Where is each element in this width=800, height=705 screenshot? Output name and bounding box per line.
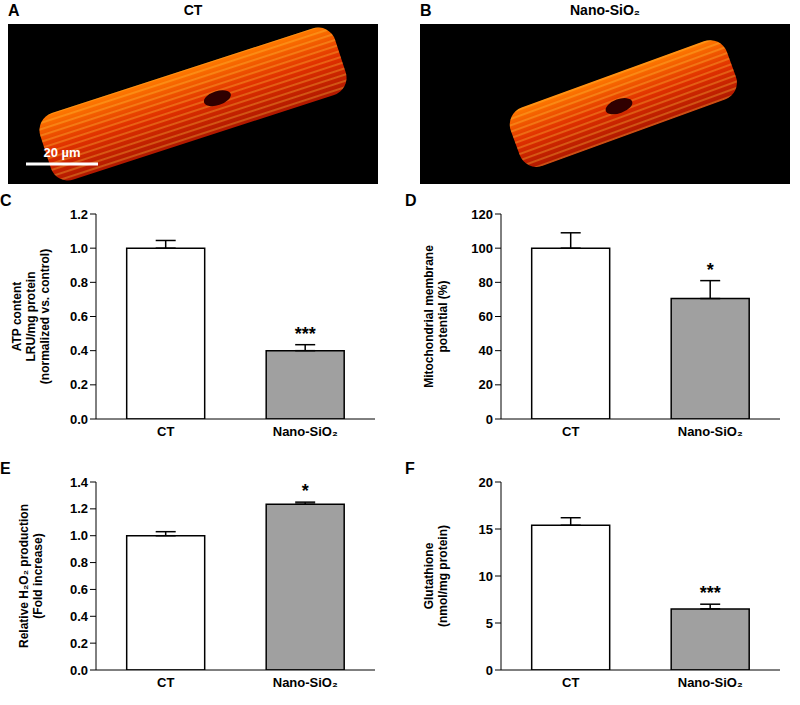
svg-text:0.2: 0.2 bbox=[70, 377, 88, 392]
svg-text:60: 60 bbox=[479, 309, 493, 324]
svg-text:5: 5 bbox=[486, 616, 493, 631]
svg-text:*: * bbox=[707, 260, 714, 280]
svg-text:1.2: 1.2 bbox=[70, 207, 88, 222]
svg-text:Mitochondrial membranepotentia: Mitochondrial membranepotential (%) bbox=[422, 245, 450, 388]
svg-text:40: 40 bbox=[479, 343, 493, 358]
html-text:D: D bbox=[405, 192, 417, 209]
svg-text:***: *** bbox=[295, 324, 316, 344]
svg-text:1.2: 1.2 bbox=[70, 501, 88, 516]
svg-text:***: *** bbox=[700, 583, 721, 603]
svg-text:CT: CT bbox=[157, 424, 174, 439]
svg-text:CT: CT bbox=[562, 675, 579, 690]
svg-text:80: 80 bbox=[479, 275, 493, 290]
svg-text:0: 0 bbox=[486, 663, 493, 678]
svg-text:0.8: 0.8 bbox=[70, 275, 88, 290]
svg-text:Nano-SiO₂: Nano-SiO₂ bbox=[678, 675, 743, 690]
html-text:B: B bbox=[420, 2, 432, 19]
svg-text:ATP contentLRU/mg protein(norm: ATP contentLRU/mg protein(normalized vs.… bbox=[10, 249, 52, 384]
svg-text:0: 0 bbox=[486, 412, 493, 427]
svg-text:0.2: 0.2 bbox=[70, 636, 88, 651]
svg-text:Nano-SiO₂: Nano-SiO₂ bbox=[678, 424, 743, 439]
html-text:F: F bbox=[405, 460, 415, 477]
svg-text:CT: CT bbox=[157, 675, 174, 690]
svg-text:0.8: 0.8 bbox=[70, 555, 88, 570]
svg-text:Relative H₂O₂ production(Fold: Relative H₂O₂ production(Fold increase) bbox=[17, 504, 45, 648]
svg-text:Nano-SiO₂: Nano-SiO₂ bbox=[273, 675, 338, 690]
svg-text:CT: CT bbox=[562, 424, 579, 439]
svg-text:1.0: 1.0 bbox=[70, 241, 88, 256]
svg-text:Glutathione(nmol/mg protein): Glutathione(nmol/mg protein) bbox=[422, 525, 450, 627]
svg-text:0.4: 0.4 bbox=[70, 343, 89, 358]
svg-text:0.4: 0.4 bbox=[70, 609, 89, 624]
svg-text:10: 10 bbox=[479, 569, 493, 584]
svg-text:0.0: 0.0 bbox=[70, 663, 88, 678]
svg-text:Nano-SiO₂: Nano-SiO₂ bbox=[273, 424, 338, 439]
svg-text:20: 20 bbox=[479, 377, 493, 392]
svg-text:1.0: 1.0 bbox=[70, 528, 88, 543]
svg-text:*: * bbox=[302, 481, 309, 501]
svg-text:0.0: 0.0 bbox=[70, 412, 88, 427]
svg-text:1.4: 1.4 bbox=[70, 475, 89, 490]
svg-text:20 µm: 20 µm bbox=[43, 145, 80, 160]
svg-text:100: 100 bbox=[471, 241, 493, 256]
svg-text:0.6: 0.6 bbox=[70, 582, 88, 597]
html-text:A: A bbox=[8, 2, 20, 19]
svg-text:20: 20 bbox=[479, 475, 493, 490]
html-text:E: E bbox=[0, 460, 11, 477]
svg-text:0.6: 0.6 bbox=[70, 309, 88, 324]
html-text:CT: CT bbox=[183, 2, 203, 18]
svg-text:15: 15 bbox=[479, 522, 493, 537]
html-text:C: C bbox=[0, 192, 12, 209]
html-text:Nano-SiO₂: Nano-SiO₂ bbox=[570, 2, 640, 18]
svg-text:120: 120 bbox=[471, 207, 493, 222]
